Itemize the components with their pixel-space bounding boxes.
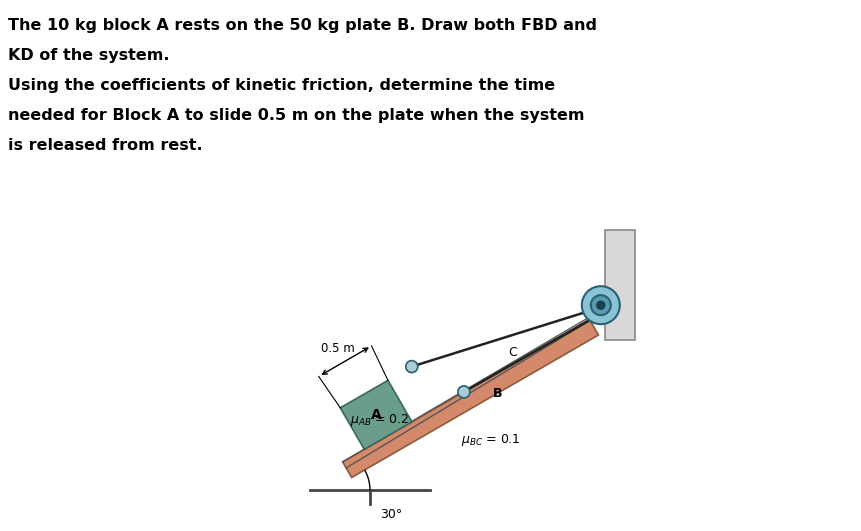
Circle shape xyxy=(406,361,418,373)
Text: $\mu_{BC}$ = 0.1: $\mu_{BC}$ = 0.1 xyxy=(460,433,520,449)
Text: C: C xyxy=(507,346,516,358)
Text: Using the coefficients of kinetic friction, determine the time: Using the coefficients of kinetic fricti… xyxy=(8,78,554,93)
Polygon shape xyxy=(340,380,412,449)
Circle shape xyxy=(581,286,619,324)
Text: 30°: 30° xyxy=(380,508,402,521)
Text: A: A xyxy=(370,408,381,422)
Text: needed for Block A to slide 0.5 m on the plate when the system: needed for Block A to slide 0.5 m on the… xyxy=(8,108,584,123)
Polygon shape xyxy=(343,320,598,477)
Text: $\mu_{AB}$ = 0.2: $\mu_{AB}$ = 0.2 xyxy=(350,412,408,428)
Circle shape xyxy=(590,295,610,315)
Text: B: B xyxy=(492,387,502,400)
Text: is released from rest.: is released from rest. xyxy=(8,138,202,153)
Circle shape xyxy=(457,386,469,398)
Text: KD of the system.: KD of the system. xyxy=(8,48,170,63)
Polygon shape xyxy=(604,230,635,340)
Text: 0.5 m: 0.5 m xyxy=(320,341,354,355)
Text: The 10 kg block A rests on the 50 kg plate B. Draw both FBD and: The 10 kg block A rests on the 50 kg pla… xyxy=(8,18,597,33)
Circle shape xyxy=(596,301,604,309)
